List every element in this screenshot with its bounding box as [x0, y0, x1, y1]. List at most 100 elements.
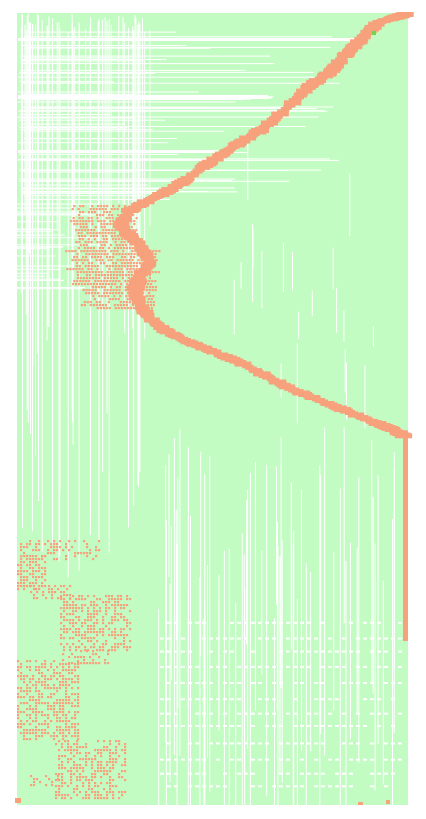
highlight-cell: [117, 238, 120, 241]
highlight-cell: [93, 265, 96, 268]
gap-dash: [202, 785, 206, 788]
highlight-cell: [148, 292, 151, 295]
highlight-cell: [44, 663, 47, 666]
gap-row-line: [24, 47, 211, 49]
highlight-cell: [109, 782, 112, 785]
highlight-cell: [97, 797, 100, 800]
highlight-cell: [59, 684, 62, 687]
gap-dash: [293, 742, 297, 745]
highlight-cell: [129, 214, 132, 217]
highlight-cell: [83, 250, 86, 253]
highlight-cell: [112, 797, 115, 800]
highlight-cell: [142, 286, 145, 289]
gap-dash: [174, 772, 178, 775]
highlight-cell: [79, 773, 82, 776]
highlight-cell: [142, 253, 145, 256]
highlight-cell: [56, 690, 59, 693]
highlight-cell: [35, 558, 38, 561]
gap-row-line: [17, 255, 56, 257]
highlight-cell: [99, 307, 102, 310]
highlight-cell: [97, 256, 100, 259]
highlight-cell: [74, 656, 77, 659]
highlight-cell: [85, 779, 88, 782]
highlight-cell: [91, 761, 94, 764]
highlight-cell: [101, 295, 104, 298]
highlight-cell: [106, 764, 109, 767]
gap-dash: [307, 621, 311, 624]
highlight-cell: [113, 250, 116, 253]
highlight-cell: [141, 265, 144, 268]
highlight-cell: [124, 244, 127, 247]
highlight-cell: [85, 764, 88, 767]
highlight-cell: [75, 622, 78, 625]
highlight-cell: [67, 785, 70, 788]
highlight-cell: [101, 232, 104, 235]
highlight-cell: [106, 274, 109, 277]
highlight-cell: [68, 549, 71, 552]
gap-dash: [377, 772, 381, 775]
gap-dash: [335, 785, 339, 788]
highlight-cell: [85, 758, 88, 761]
gap-dash: [286, 758, 290, 761]
gap-dash: [398, 682, 402, 684]
gap-dash: [328, 712, 332, 715]
highlight-cell: [20, 576, 23, 579]
gap-col-line: [228, 548, 230, 805]
highlight-cell: [76, 785, 79, 788]
highlight-cell: [75, 598, 78, 601]
highlight-cell: [41, 567, 44, 570]
highlight-cell: [20, 678, 23, 681]
highlight-cell: [74, 675, 77, 678]
gap-dash: [230, 698, 234, 701]
highlight-cell: [75, 604, 78, 607]
highlight-cell: [90, 229, 93, 232]
highlight-cell: [70, 752, 73, 755]
highlight-cell: [150, 268, 153, 271]
highlight-cell: [32, 732, 35, 735]
gap-dash: [188, 758, 192, 761]
highlight-cell: [35, 705, 38, 708]
gap-dash: [321, 725, 325, 727]
gap-col-line: [177, 477, 179, 708]
highlight-cell: [123, 616, 126, 619]
gap-dash: [181, 698, 185, 701]
highlight-cell: [117, 613, 120, 616]
highlight-cell: [127, 271, 130, 274]
gap-dash: [328, 758, 332, 761]
highlight-cell: [17, 708, 20, 711]
highlight-cell: [44, 714, 47, 717]
highlight-cell: [76, 271, 79, 274]
highlight-cell: [97, 764, 100, 767]
gap-dash: [160, 665, 164, 668]
gap-dash: [167, 785, 171, 788]
highlight-cell: [83, 301, 86, 304]
highlight-cell: [95, 653, 98, 656]
highlight-cell: [111, 265, 114, 268]
gap-dash: [251, 725, 255, 727]
highlight-cell: [32, 549, 35, 552]
highlight-cell: [105, 640, 108, 643]
highlight-cell: [115, 274, 118, 277]
gap-row-line: [19, 180, 290, 182]
highlight-cell: [90, 616, 93, 619]
highlight-cell: [97, 220, 100, 223]
highlight-cell: [101, 208, 104, 211]
gap-row-line: [17, 265, 72, 267]
gap-dash: [202, 621, 206, 624]
highlight-cell: [121, 770, 124, 773]
highlight-cell: [50, 687, 53, 690]
highlight-cell: [55, 779, 58, 782]
gap-dash: [391, 772, 395, 775]
highlight-cell: [44, 720, 47, 723]
highlight-cell: [73, 205, 76, 208]
highlight-cell: [136, 277, 139, 280]
highlight-cell: [109, 274, 112, 277]
highlight-cell: [120, 607, 123, 610]
highlight-cell: [85, 761, 88, 764]
gap-dash: [244, 742, 248, 745]
highlight-cell: [62, 678, 65, 681]
gap-col-line: [41, 20, 43, 552]
highlight-cell: [77, 732, 80, 735]
gap-col-line: [85, 29, 87, 189]
highlight-cell: [38, 558, 41, 561]
